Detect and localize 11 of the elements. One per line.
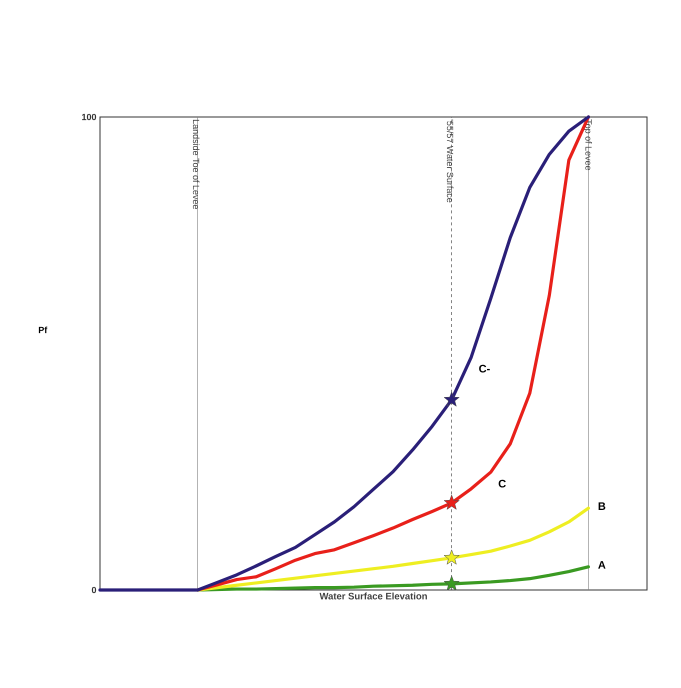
annotation: '55/57 Water Surface: [446, 120, 454, 202]
series-label: C: [498, 480, 506, 488]
x-axis-title: Water Surface Elevation: [320, 592, 427, 600]
annotation: Landside Toe of Levee: [192, 120, 200, 210]
series-label: C-: [479, 364, 490, 373]
y-tick-label: 0: [92, 586, 96, 594]
series-label: B: [598, 502, 606, 510]
y-tick-label: 100: [82, 114, 96, 120]
series-label: A: [598, 561, 606, 569]
line-series: [196, 506, 590, 592]
y-axis-title: Pf: [38, 326, 48, 334]
